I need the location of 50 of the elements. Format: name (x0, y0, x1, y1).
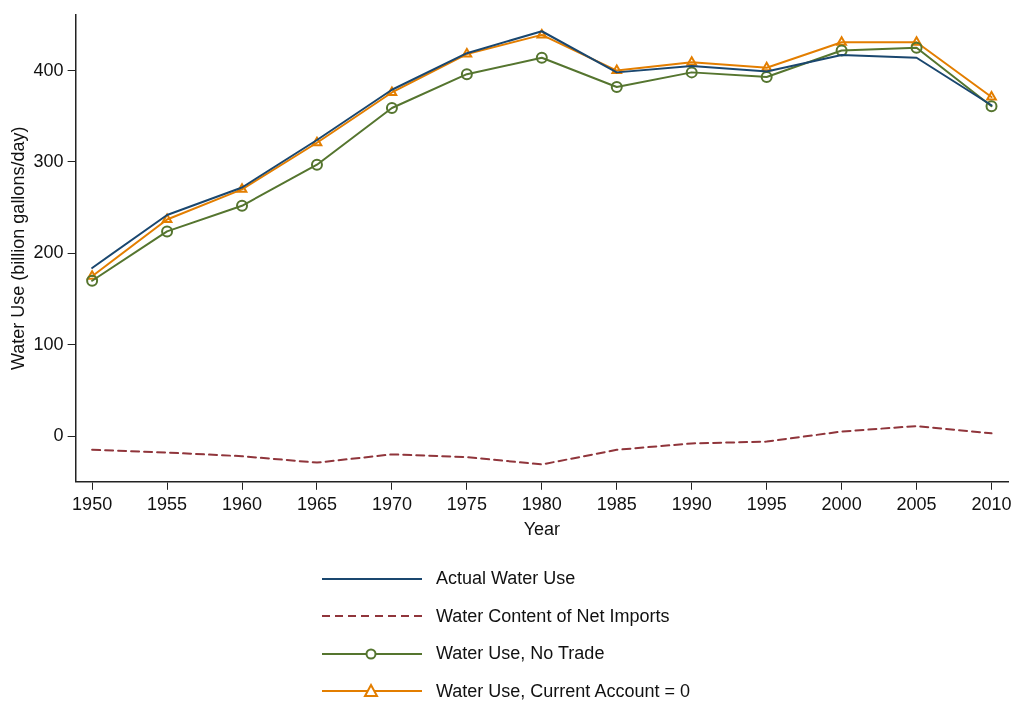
x-tick-label: 1995 (746, 493, 787, 514)
line-series (91, 425, 993, 466)
point (986, 91, 997, 101)
legend-label: Water Use, No Trade (436, 643, 605, 665)
x-tick-label: 2005 (896, 493, 937, 514)
x-tick-label: 1985 (596, 493, 637, 514)
x-tick-label: 1965 (296, 493, 337, 514)
x-axis-title: Year (523, 519, 560, 540)
point (610, 81, 623, 93)
point (310, 158, 323, 171)
point (386, 86, 398, 96)
point (535, 51, 548, 64)
x-tick-label: 1955 (147, 493, 188, 514)
y-tick-label: 100 (33, 333, 64, 354)
point (686, 56, 698, 66)
point (461, 48, 473, 58)
x-tick-label: 1980 (521, 493, 562, 514)
x-tick-label: 1950 (72, 493, 113, 514)
point (236, 183, 248, 193)
y-tick-label: 300 (33, 150, 64, 171)
point (611, 64, 623, 75)
x-tick-label: 1960 (222, 493, 263, 514)
x-tick-label: 1975 (446, 493, 487, 514)
point (161, 213, 173, 224)
point (460, 68, 473, 81)
x-tick-label: 1990 (671, 493, 712, 514)
point (835, 44, 848, 57)
point (536, 28, 548, 39)
legend-label: Water Content of Net Imports (436, 605, 670, 627)
x-tick-label: 2010 (971, 493, 1012, 514)
point (385, 102, 398, 115)
legend-label: Actual Water Use (436, 568, 576, 590)
y-axis-title: Water Use (billion gallons/day) (7, 126, 28, 371)
point (685, 66, 698, 79)
point (836, 36, 847, 46)
legend-label: Water Use, Current Account = 0 (436, 680, 690, 702)
point (86, 274, 99, 287)
point (911, 36, 922, 46)
y-tick-label: 0 (53, 425, 64, 446)
point (236, 199, 249, 212)
x-tick-label: 1970 (371, 493, 412, 514)
point (985, 100, 998, 113)
point (86, 270, 98, 280)
y-tick-label: 200 (33, 242, 64, 263)
point (311, 136, 323, 147)
point (761, 61, 772, 72)
x-tick-label: 2000 (821, 493, 862, 514)
y-tick-label: 400 (33, 59, 64, 80)
point (161, 225, 174, 238)
point (910, 41, 923, 54)
